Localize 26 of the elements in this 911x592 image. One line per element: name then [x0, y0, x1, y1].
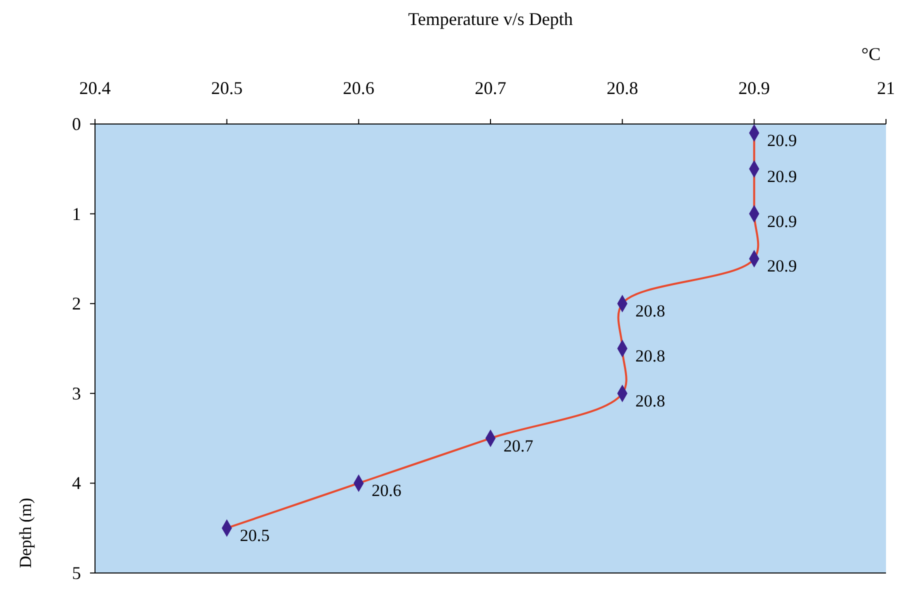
- data-label: 20.8: [635, 302, 666, 321]
- data-label: 20.9: [767, 166, 797, 186]
- y-tick-label: 2: [72, 294, 81, 314]
- data-label: 20.9: [767, 256, 797, 276]
- x-tick-label: 20.4: [79, 78, 111, 98]
- data-label: 20.7: [504, 436, 534, 456]
- data-label: 20.6: [372, 481, 402, 500]
- y-axis-title: Depth (m): [16, 498, 35, 568]
- y-tick-label: 0: [72, 114, 81, 134]
- x-tick-label: 20.7: [474, 78, 506, 98]
- x-axis-title: °C: [861, 44, 881, 64]
- data-label: 20.9: [767, 130, 797, 150]
- x-tick-label: 21: [877, 78, 895, 98]
- data-label: 20.5: [240, 526, 270, 546]
- x-tick-label: 20.8: [606, 78, 638, 98]
- y-tick-label: 5: [72, 563, 81, 583]
- data-label: 20.9: [767, 212, 797, 231]
- x-tick-label: 20.6: [342, 78, 374, 98]
- y-tick-label: 1: [72, 204, 81, 224]
- x-tick-label: 20.5: [211, 78, 243, 98]
- chart-title: Temperature v/s Depth: [408, 9, 573, 29]
- data-label: 20.8: [635, 346, 666, 366]
- x-tick-label: 20.9: [738, 78, 770, 98]
- y-tick-label: 4: [72, 473, 81, 494]
- y-tick-label: 3: [72, 383, 81, 404]
- data-label: 20.8: [635, 391, 666, 410]
